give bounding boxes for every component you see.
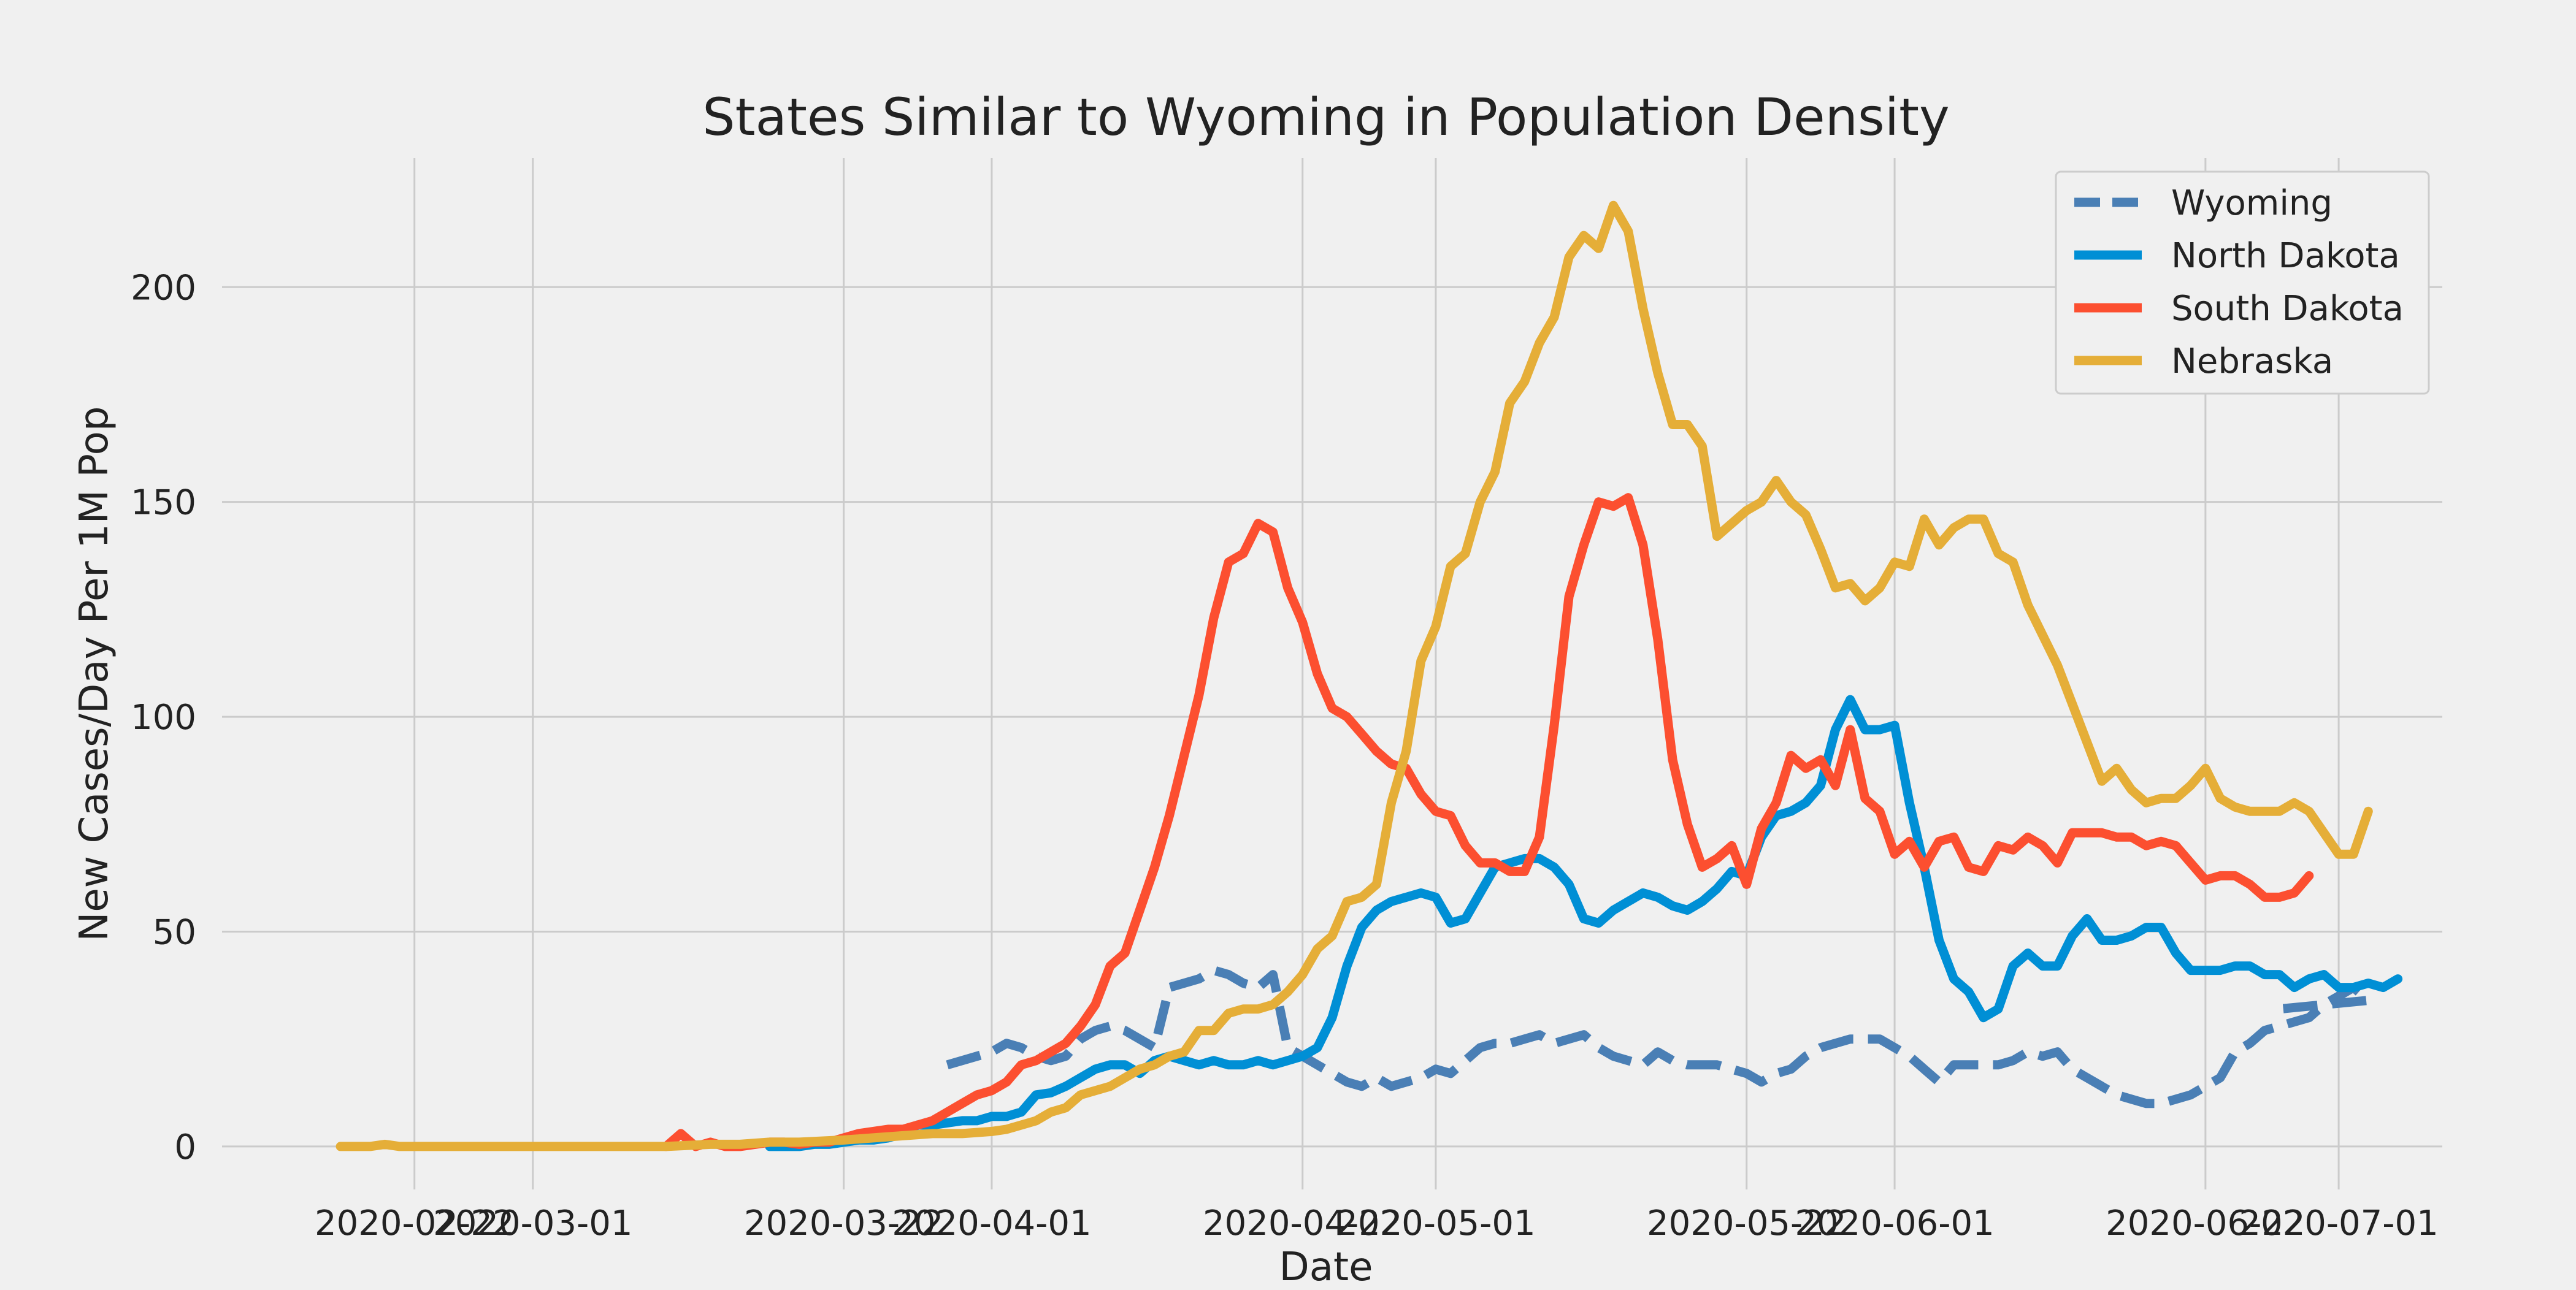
x-tick-label: 2020-04-01 <box>892 1204 1091 1243</box>
x-tick-label: 2020-05-22 <box>1647 1204 1846 1243</box>
x-tick-label: 2020-03-01 <box>433 1204 632 1243</box>
x-tick-label: 2020-05-01 <box>1336 1204 1535 1243</box>
legend-items: Wyoming North Dakota South Dakota Nebraska <box>2074 183 2404 381</box>
y-tick-label: 100 <box>131 698 196 738</box>
series-layer <box>335 200 2403 1151</box>
x-tick-label: 2020-06-22 <box>2106 1204 2305 1243</box>
x-tick-label: 2020-03-22 <box>744 1204 943 1243</box>
y-axis-label: New Cases/Day Per 1M Pop <box>72 406 117 942</box>
x-axis-label: Date <box>1279 1245 1373 1288</box>
series-line-wyoming <box>946 966 2373 1109</box>
x-tick-label: 2020-04-22 <box>1203 1204 1402 1243</box>
legend-label-nebraska: Nebraska <box>2171 342 2333 381</box>
x-tick-label: 2020-06-01 <box>1795 1204 1994 1243</box>
x-tick-label: 2020-07-01 <box>2239 1204 2438 1243</box>
legend: Wyoming North Dakota South Dakota Nebraska <box>2055 170 2430 395</box>
x-tick-label: 2020-02-22 <box>315 1204 514 1243</box>
y-tick-labels: 0 50 100 150 200 <box>131 268 196 1167</box>
chart-title: States Similar to Wyoming in Population … <box>702 87 1949 147</box>
y-tick-label: 150 <box>131 483 196 523</box>
legend-label-south-dakota: South Dakota <box>2171 289 2404 329</box>
series-line-north-dakota <box>765 695 2403 1151</box>
y-tick-label: 200 <box>131 268 196 308</box>
y-tick-label: 50 <box>153 913 196 953</box>
legend-box <box>2055 170 2430 395</box>
legend-label-wyoming: Wyoming <box>2171 183 2333 223</box>
series-line-nebraska <box>335 200 2373 1151</box>
y-tick-label: 0 <box>174 1128 196 1167</box>
legend-label-north-dakota: North Dakota <box>2171 236 2400 276</box>
series-line-south-dakota <box>661 493 2314 1151</box>
